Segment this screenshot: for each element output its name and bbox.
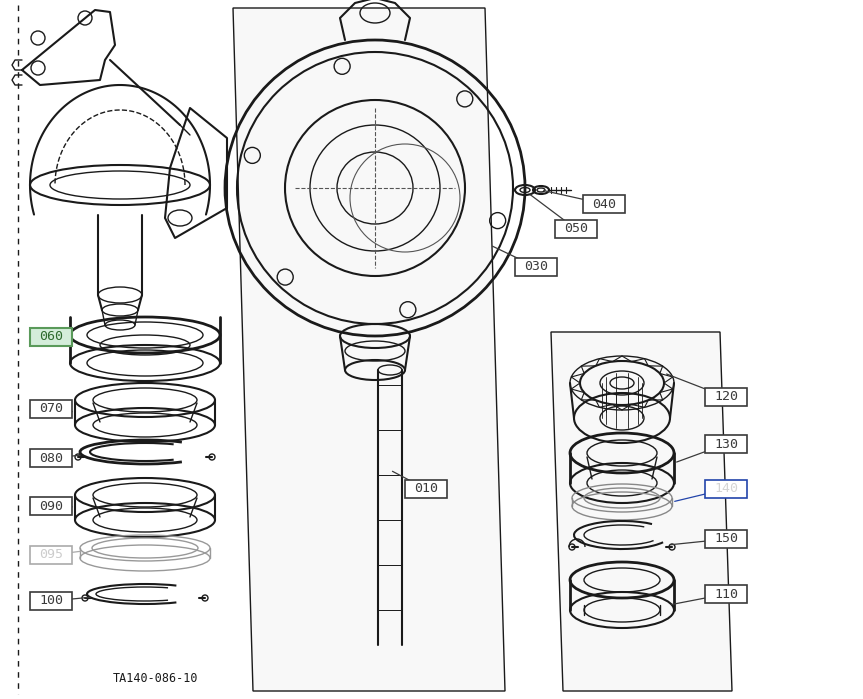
FancyBboxPatch shape xyxy=(705,435,747,453)
Text: 030: 030 xyxy=(524,261,548,273)
FancyBboxPatch shape xyxy=(405,480,447,498)
Text: 070: 070 xyxy=(39,403,63,415)
FancyBboxPatch shape xyxy=(583,195,625,213)
Text: 120: 120 xyxy=(714,391,738,403)
FancyBboxPatch shape xyxy=(30,449,72,467)
Text: 010: 010 xyxy=(414,482,438,496)
FancyBboxPatch shape xyxy=(30,328,72,346)
Text: 040: 040 xyxy=(592,198,616,210)
FancyBboxPatch shape xyxy=(30,546,72,564)
FancyBboxPatch shape xyxy=(705,585,747,603)
Text: 150: 150 xyxy=(714,533,738,545)
FancyBboxPatch shape xyxy=(30,592,72,610)
Text: 080: 080 xyxy=(39,452,63,465)
Text: 095: 095 xyxy=(39,549,63,561)
Polygon shape xyxy=(551,332,732,691)
Text: 130: 130 xyxy=(714,438,738,450)
FancyBboxPatch shape xyxy=(515,258,557,276)
Text: TA140-086-10: TA140-086-10 xyxy=(112,672,198,685)
Text: 140: 140 xyxy=(714,482,738,496)
FancyBboxPatch shape xyxy=(30,400,72,418)
Text: 090: 090 xyxy=(39,500,63,512)
Text: 060: 060 xyxy=(39,331,63,343)
FancyBboxPatch shape xyxy=(30,497,72,515)
FancyBboxPatch shape xyxy=(705,480,747,498)
FancyBboxPatch shape xyxy=(555,220,597,238)
Text: 110: 110 xyxy=(714,587,738,600)
FancyBboxPatch shape xyxy=(705,530,747,548)
Text: 100: 100 xyxy=(39,595,63,607)
Text: 050: 050 xyxy=(564,222,588,236)
FancyBboxPatch shape xyxy=(705,388,747,406)
Polygon shape xyxy=(233,8,505,691)
